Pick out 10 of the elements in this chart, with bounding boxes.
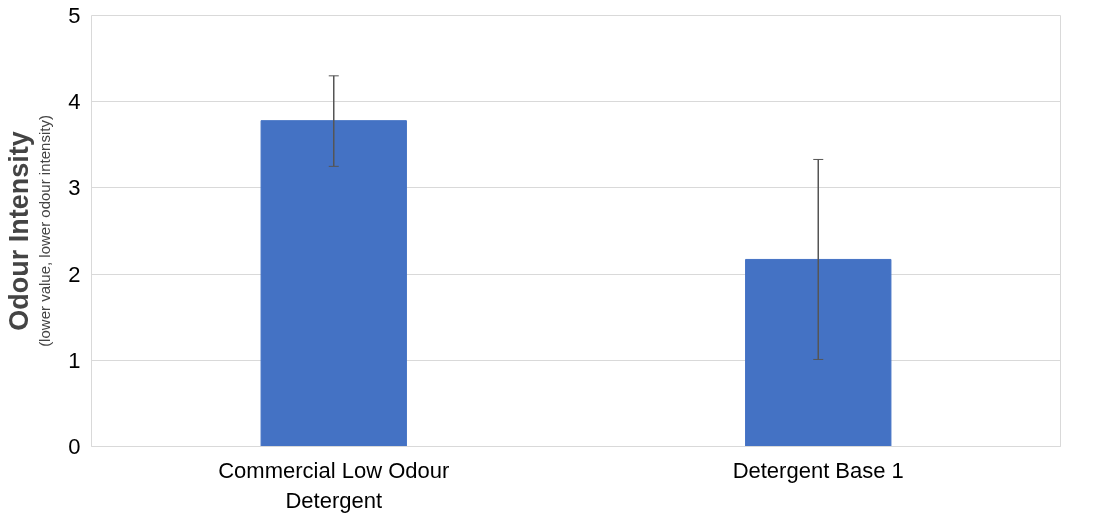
y-axis-title: Odour Intensity xyxy=(3,131,34,331)
y-tick-label: 1 xyxy=(68,347,81,373)
text: (lower value, lower odour intensity) xyxy=(36,115,54,347)
y-tick-label: 5 xyxy=(68,3,81,28)
x-tick-label: Detergent Base 1 xyxy=(732,457,904,483)
y-tick-label: 0 xyxy=(68,434,81,459)
y-tick-label: 3 xyxy=(68,175,81,201)
y-tick-label: 2 xyxy=(68,261,81,287)
y-tick-label: 4 xyxy=(68,89,81,115)
x-tick-label: Commercial Low Odour Detergent xyxy=(218,457,450,513)
